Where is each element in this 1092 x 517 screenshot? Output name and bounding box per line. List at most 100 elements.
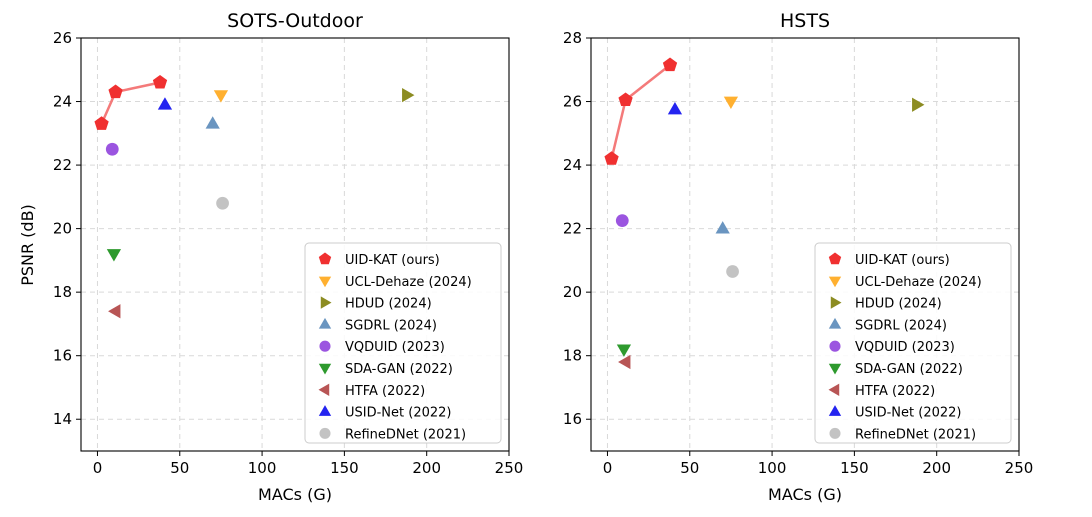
legend-label: HTFA (2022) [345, 384, 425, 399]
data-point [106, 249, 122, 262]
series-usid-net-2022 [667, 101, 683, 115]
y-tick-label: 18 [563, 347, 582, 365]
legend-item: RefineDNet (2021) [319, 427, 466, 442]
y-tick-label: 14 [53, 410, 72, 428]
x-tick-label: 100 [248, 459, 277, 477]
legend-marker [828, 276, 842, 288]
data-point [618, 92, 633, 107]
legend-label: UID-KAT (ours) [855, 253, 950, 268]
legend-marker [828, 252, 842, 265]
legend-item: UID-KAT (ours) [828, 252, 950, 268]
legend-marker [318, 317, 332, 329]
data-point [152, 74, 168, 89]
series-uid-kat-ours [604, 57, 678, 165]
legend-item: SDA-GAN (2022) [828, 362, 963, 377]
legend-item: VQDUID (2023) [829, 340, 955, 355]
legend-box [304, 242, 502, 444]
series-sgdrl-2024 [205, 116, 220, 129]
x-tick-label: 50 [680, 459, 699, 477]
y-tick-label: 20 [53, 220, 72, 238]
series-hdud-2024 [402, 88, 415, 103]
legend-marker [318, 405, 332, 416]
data-point [604, 151, 619, 165]
data-point [618, 354, 631, 370]
legend-label: HDUD (2024) [345, 297, 432, 312]
series-sda-gan-2022 [616, 344, 632, 357]
chart-sots-outdoor: SOTS-Outdoor 0 50 100 150 200 250 14 16 18 20 22 24 2… [53, 10, 523, 504]
legend-label: UCL-Dehaze (2024) [345, 275, 472, 290]
legend-marker [318, 252, 332, 265]
legend-marker [828, 363, 842, 375]
legend-label: USID-Net (2022) [855, 406, 961, 421]
legend-marker [318, 363, 332, 375]
legend-label: RefineDNet (2021) [855, 427, 976, 442]
legend-marker [830, 296, 842, 309]
y-tick-label: 24 [563, 156, 582, 174]
legend-marker [829, 340, 841, 352]
legend-label: SDA-GAN (2022) [345, 362, 453, 377]
series-htfa-2022 [618, 354, 631, 370]
y-tick-label: 22 [563, 220, 582, 238]
y-tick-label: 20 [563, 283, 582, 301]
x-tick-label: 50 [170, 459, 189, 477]
series-refinednet-2021 [726, 265, 739, 278]
legend-label: USID-Net (2022) [345, 406, 451, 421]
series-usid-net-2022 [157, 97, 173, 110]
x-tick-label: 100 [758, 459, 787, 477]
y-tick-label: 18 [53, 283, 72, 301]
legend-marker [318, 276, 332, 288]
data-point [723, 96, 739, 110]
data-point [94, 116, 109, 130]
legend-item: UID-KAT (ours) [318, 252, 440, 268]
y-tick-label: 26 [53, 29, 72, 47]
legend-item: USID-Net (2022) [318, 405, 451, 421]
y-tick-label: 26 [563, 93, 582, 111]
legend-marker [829, 427, 841, 439]
series-ucl-dehaze-2024 [723, 96, 739, 110]
legend-item: VQDUID (2023) [319, 340, 445, 355]
chart-title: SOTS-Outdoor [227, 10, 363, 32]
data-point [726, 265, 739, 278]
series-vqduid-2023 [615, 214, 629, 228]
series-htfa-2022 [108, 304, 121, 319]
legend-item: RefineDNet (2021) [829, 427, 976, 442]
x-tick-label: 150 [840, 459, 869, 477]
series-line [610, 64, 671, 159]
legend-label: SGDRL (2024) [855, 318, 947, 333]
data-point [108, 304, 121, 319]
legend-item: UCL-Dehaze (2024) [318, 275, 472, 290]
legend-marker [828, 317, 842, 329]
legend-label: UCL-Dehaze (2024) [855, 275, 982, 290]
data-point [213, 90, 229, 103]
legend-label: SDA-GAN (2022) [855, 362, 963, 377]
data-point [402, 88, 415, 103]
data-point [205, 116, 220, 129]
legend-marker [319, 427, 331, 439]
legend-item: UCL-Dehaze (2024) [828, 275, 982, 290]
x-axis-label: MACs (G) [258, 485, 332, 504]
legend: UID-KAT (ours) UCL-Dehaze (2024) HDUD (202… [814, 242, 1012, 444]
x-tick-label: 200 [412, 459, 441, 477]
series-vqduid-2023 [105, 142, 119, 156]
data-point [616, 344, 632, 357]
y-tick-label: 24 [53, 93, 72, 111]
legend: UID-KAT (ours) UCL-Dehaze (2024) HDUD (202… [304, 242, 502, 444]
legend-marker [318, 383, 330, 396]
legend-item: HDUD (2024) [830, 296, 942, 312]
legend-item: HTFA (2022) [828, 383, 935, 399]
x-tick-label: 250 [1005, 459, 1034, 477]
series-refinednet-2021 [216, 196, 229, 210]
x-tick-label: 200 [922, 459, 951, 477]
series-ucl-dehaze-2024 [213, 90, 229, 103]
x-tick-label: 0 [93, 459, 103, 477]
legend-item: SGDRL (2024) [828, 317, 947, 333]
chart-title: HSTS [780, 10, 830, 32]
legend-item: HTFA (2022) [318, 383, 425, 399]
y-tick-label: 22 [53, 156, 72, 174]
data-point [912, 97, 925, 112]
data-point [105, 142, 119, 156]
data-point [108, 84, 123, 99]
chart-hsts: HSTS 0 50 100 150 200 250 16 18 20 22 24 26 28 MACs (G… [563, 10, 1033, 504]
legend-marker [828, 405, 842, 416]
